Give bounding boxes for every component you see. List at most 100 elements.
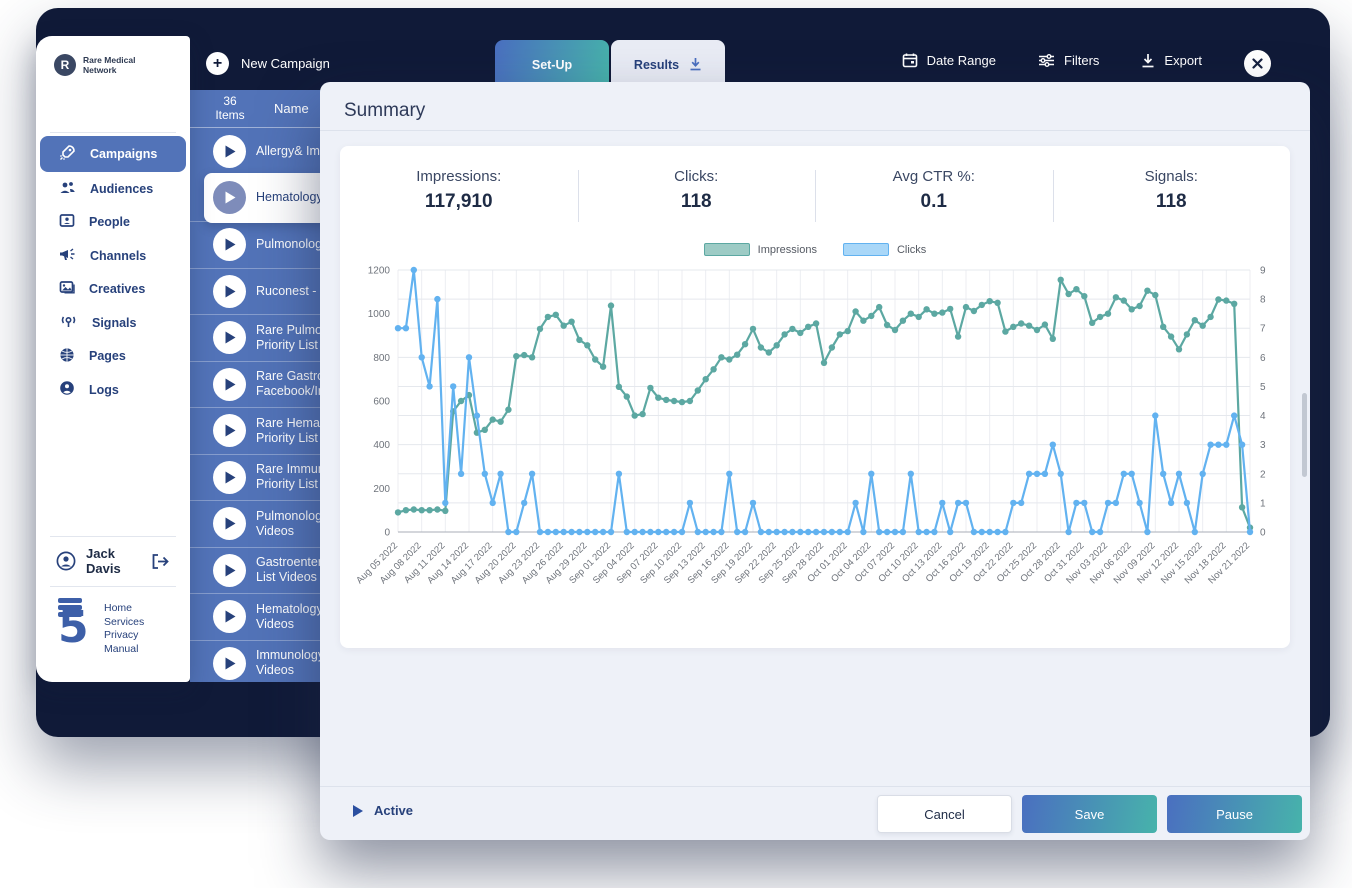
play-button[interactable] <box>213 414 246 448</box>
play-button[interactable] <box>213 181 246 215</box>
tab-label: Set-Up <box>531 58 573 72</box>
signal-icon <box>59 314 78 332</box>
legend-item-impressions: Impressions <box>703 243 817 256</box>
close-button[interactable] <box>1244 50 1271 77</box>
modal-title: Summary <box>344 100 426 121</box>
calendar-icon <box>902 52 918 68</box>
svg-text:400: 400 <box>373 440 390 451</box>
modal-scrollbar[interactable] <box>1302 393 1307 477</box>
pause-button[interactable]: Pause <box>1167 795 1302 833</box>
tab-label: Results <box>633 58 680 72</box>
svg-text:6: 6 <box>1260 353 1266 364</box>
stat-clicks: Clicks: 118 <box>577 168 816 222</box>
campaign-row[interactable]: Rare Immun Priority List <box>190 453 610 501</box>
sidebar-item-signals[interactable]: Signals <box>40 306 186 340</box>
stat-value: 118 <box>680 191 712 212</box>
new-campaign-button[interactable]: + New Campaign <box>206 52 330 75</box>
sidebar-item-people[interactable]: People <box>40 206 186 240</box>
sidebar-divider <box>50 536 176 537</box>
svg-text:5: 5 <box>1260 382 1266 393</box>
close-icon <box>1252 58 1263 69</box>
sidebar-item-label: Signals <box>92 315 137 330</box>
tab-results[interactable]: Results <box>611 40 725 90</box>
sidebar-item-label: Audiences <box>90 181 154 196</box>
svg-text:800: 800 <box>373 353 390 364</box>
play-button[interactable] <box>213 228 246 262</box>
sidebar-item-pages[interactable]: Pages <box>40 340 186 374</box>
sidebar-item-logs[interactable]: Logs <box>40 373 186 407</box>
user-row[interactable]: Jack Davis <box>36 546 190 576</box>
campaign-row[interactable]: Allergy& Imm <box>190 128 610 175</box>
play-button[interactable] <box>213 600 246 634</box>
sidebar-item-campaigns[interactable]: Campaigns <box>40 136 186 172</box>
campaign-name: Rare Pulmon Priority List <box>256 322 329 352</box>
play-button[interactable] <box>213 274 246 308</box>
play-button[interactable] <box>213 460 246 494</box>
footer-link-services[interactable]: Services <box>104 615 145 628</box>
play-button[interactable] <box>213 134 246 168</box>
footer-link-privacy[interactable]: Privacy <box>104 629 139 641</box>
items-count: 36 Items <box>215 93 245 122</box>
stat-avgctr: Avg CTR %: 0.1 <box>815 168 1053 222</box>
tab-setup[interactable]: Set-Up <box>495 40 609 90</box>
status-active[interactable]: Active <box>352 803 413 818</box>
sidebar-divider <box>50 586 176 587</box>
brand-name: Rare Medical Network <box>83 54 136 75</box>
stat-label: Clicks: <box>674 168 719 185</box>
svg-text:1000: 1000 <box>368 309 391 320</box>
campaign-name: Gastroenter List Videos <box>256 555 323 585</box>
sidebar-item-label: Pages <box>89 349 126 364</box>
play-button[interactable] <box>213 507 246 541</box>
campaign-name: Hematology <box>256 190 323 205</box>
footer-link-home[interactable]: Home <box>104 602 133 614</box>
top-bar: + New Campaign Set-Up Results Date Range F… <box>190 8 1330 90</box>
play-button[interactable] <box>213 553 246 587</box>
sidebar-item-channels[interactable]: Channels <box>40 239 186 273</box>
svg-text:0: 0 <box>1260 528 1266 539</box>
play-button[interactable] <box>213 367 246 401</box>
sidebar-item-creatives[interactable]: Creatives <box>40 273 186 307</box>
campaign-name: Immunology Videos <box>256 648 325 678</box>
action-label: Export <box>1164 52 1202 68</box>
campaign-name: Pulmonolog Videos <box>256 508 323 538</box>
id-card-icon <box>59 213 75 231</box>
date-range-button[interactable]: Date Range <box>902 52 996 68</box>
cancel-button[interactable]: Cancel <box>877 795 1012 833</box>
save-button[interactable]: Save <box>1022 795 1157 833</box>
export-icon <box>1141 53 1155 68</box>
logout-icon[interactable] <box>151 553 170 570</box>
svg-text:2: 2 <box>1260 469 1266 480</box>
export-button[interactable]: Export <box>1141 52 1202 68</box>
play-button[interactable] <box>213 646 246 680</box>
campaign-row[interactable]: Rare Pulmon Priority List <box>190 314 610 361</box>
filters-icon <box>1038 53 1055 68</box>
svg-text:1200: 1200 <box>368 266 391 277</box>
svg-text:0: 0 <box>384 528 390 539</box>
legend-label: Clicks <box>896 243 927 256</box>
summary-card: Impressions: 117,910 Clicks: 118 Avg CTR %: 0… <box>340 146 1290 648</box>
svg-text:4: 4 <box>1260 411 1266 422</box>
download-icon[interactable] <box>689 57 702 74</box>
stat-signals: Signals: 118 <box>1052 168 1291 222</box>
status-label: Active <box>374 803 414 818</box>
play-button[interactable] <box>213 321 246 355</box>
stat-label: Avg CTR %: <box>892 168 975 185</box>
filters-button[interactable]: Filters <box>1038 52 1099 68</box>
brand-logo: R Rare Medical Network <box>54 54 163 76</box>
name-column-header: Name <box>274 101 309 116</box>
sidebar-item-label: Channels <box>90 248 147 263</box>
top-actions: Date Range Filters Export <box>902 52 1202 68</box>
sidebar-nav: Campaigns Audiences People Channels Creative… <box>40 136 186 407</box>
svg-text:3: 3 <box>1260 440 1266 451</box>
legend-swatch <box>842 243 889 256</box>
svg-text:600: 600 <box>373 397 390 408</box>
campaign-name: Rare Hemat Priority List <box>256 415 324 445</box>
summary-modal: Summary Impressions: 117,910 Clicks: 118 Avg… <box>320 82 1310 840</box>
megaphone-icon <box>59 247 76 265</box>
divider <box>320 130 1310 131</box>
chart-legend: Impressions Clicks <box>340 243 1290 256</box>
person-circle-icon <box>59 380 75 399</box>
sidebar-item-audiences[interactable]: Audiences <box>40 172 186 206</box>
footer-link-manual[interactable]: Manual <box>104 642 139 655</box>
campaign-name: Ruconest - H <box>256 283 329 298</box>
